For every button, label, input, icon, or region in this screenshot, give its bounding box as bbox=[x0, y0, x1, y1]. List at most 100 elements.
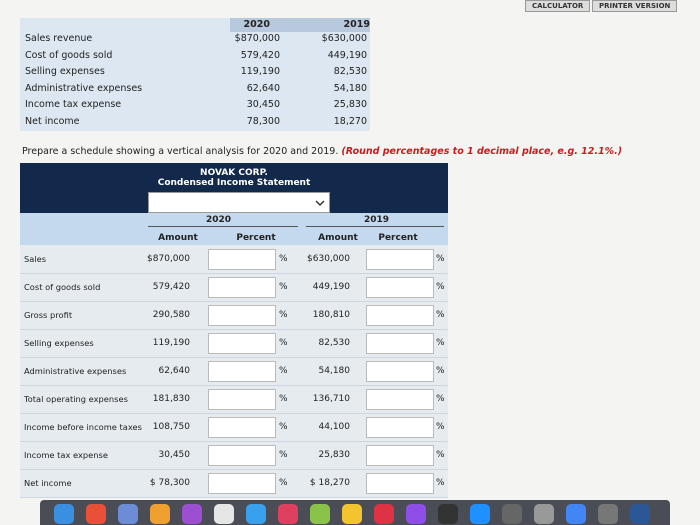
app-icon[interactable] bbox=[630, 504, 650, 524]
statement-header: NOVAK CORP. Condensed Income Statement bbox=[20, 163, 448, 213]
percent-sign: % bbox=[279, 478, 288, 488]
amount-2019: 54,180 bbox=[333, 82, 367, 94]
app-icon[interactable] bbox=[54, 504, 74, 524]
percent-2019-input[interactable] bbox=[366, 277, 434, 298]
amount-2019: 54,180 bbox=[318, 366, 351, 376]
divider bbox=[148, 226, 298, 227]
app-icon[interactable] bbox=[86, 504, 106, 524]
row-band bbox=[20, 273, 448, 302]
percent-2020-input[interactable] bbox=[208, 305, 276, 326]
instruction: Prepare a schedule showing a vertical an… bbox=[22, 146, 622, 157]
year-header: 2020 bbox=[243, 19, 270, 30]
amount-2020: $ 78,300 bbox=[149, 478, 190, 488]
percent-sign: % bbox=[279, 366, 288, 376]
percent-sign: % bbox=[279, 254, 288, 264]
dropdown[interactable] bbox=[148, 192, 330, 213]
amount-column-header: Amount bbox=[158, 233, 198, 243]
app-icon[interactable] bbox=[278, 504, 298, 524]
app-icon[interactable] bbox=[342, 504, 362, 524]
app-icon[interactable] bbox=[150, 504, 170, 524]
chevron bbox=[315, 200, 325, 207]
percent-2019-input[interactable] bbox=[366, 333, 434, 354]
percent-sign: % bbox=[279, 338, 288, 348]
row-label: Income tax expense bbox=[24, 450, 108, 460]
amount-2020: 181,830 bbox=[152, 394, 190, 404]
app-icon[interactable] bbox=[214, 504, 234, 524]
app-icon[interactable] bbox=[566, 504, 586, 524]
percent-sign: % bbox=[436, 478, 445, 488]
amount-2019: 82,530 bbox=[333, 66, 367, 77]
row-band bbox=[20, 385, 448, 414]
app-icon[interactable] bbox=[438, 504, 458, 524]
app-icon[interactable] bbox=[534, 504, 554, 524]
row-label: Administrative expenses bbox=[24, 366, 127, 376]
statement-title: Condensed Income Statement bbox=[157, 178, 311, 188]
app-icon[interactable] bbox=[246, 504, 266, 524]
app-icon[interactable] bbox=[310, 504, 330, 524]
amount-2019: 136,710 bbox=[312, 394, 350, 404]
app-icon[interactable] bbox=[470, 504, 490, 524]
percent-2019-input[interactable] bbox=[366, 417, 434, 438]
row-label: Net income bbox=[24, 478, 72, 488]
amount-2020: $870,000 bbox=[147, 254, 190, 264]
amount-2020: 119,190 bbox=[240, 66, 280, 77]
row-label: Income tax expense bbox=[25, 99, 122, 110]
percent-2020-input[interactable] bbox=[208, 361, 276, 382]
row-label: Total operating expenses bbox=[24, 394, 128, 404]
row-label: Cost of goods sold bbox=[25, 49, 113, 61]
calculator-button[interactable]: CALCULATOR bbox=[525, 0, 591, 12]
given-data: 2020 2019 Sales revenue $870,000 $630,000 Cos… bbox=[20, 18, 370, 131]
percent-sign: % bbox=[279, 422, 288, 432]
app-icon[interactable] bbox=[502, 504, 522, 524]
percent-2020-input[interactable] bbox=[208, 389, 276, 410]
printer-version-button[interactable]: PRINTER VERSION bbox=[592, 0, 678, 12]
row-band bbox=[20, 469, 448, 498]
year-2020: 2020 bbox=[206, 215, 232, 225]
percent-column-header: Percent bbox=[236, 233, 276, 243]
row-label: Sales bbox=[24, 254, 47, 264]
app-icon[interactable] bbox=[406, 504, 426, 524]
amount-2019: 180,810 bbox=[312, 310, 350, 320]
amount-2019: 25,830 bbox=[318, 450, 351, 460]
percent-2019-input[interactable] bbox=[366, 361, 434, 382]
percent-2019-input[interactable] bbox=[366, 305, 434, 326]
percent-sign: % bbox=[279, 394, 288, 404]
percent-2019-input[interactable] bbox=[366, 389, 434, 410]
app-icon[interactable] bbox=[374, 504, 394, 524]
percent-sign: % bbox=[436, 422, 445, 432]
row-label: Selling expenses bbox=[25, 66, 105, 77]
app-icon[interactable] bbox=[182, 504, 202, 524]
row-band bbox=[20, 329, 448, 358]
percent-2019-input[interactable] bbox=[366, 445, 434, 466]
percent-sign: % bbox=[279, 282, 288, 292]
amount-2020: 62,640 bbox=[158, 366, 191, 376]
column-header bbox=[20, 213, 448, 245]
percent-sign: % bbox=[436, 310, 445, 320]
percent-2020-input[interactable] bbox=[208, 473, 276, 494]
instruction-text: Prepare a schedule showing a vertical an… bbox=[22, 146, 339, 157]
divider bbox=[306, 226, 444, 227]
percent-2020-input[interactable] bbox=[208, 417, 276, 438]
percent-2019-input[interactable] bbox=[366, 473, 434, 494]
percent-sign: % bbox=[279, 450, 288, 460]
statement: NOVAK CORP. Condensed Income Statement 2… bbox=[20, 163, 448, 498]
percent-2020-input[interactable] bbox=[208, 333, 276, 354]
amount-2020: 30,450 bbox=[158, 450, 191, 460]
app-icon[interactable] bbox=[598, 504, 618, 524]
row-label: Income before income taxes bbox=[24, 422, 142, 432]
percent-column-header: Percent bbox=[378, 233, 418, 243]
percent-2020-input[interactable] bbox=[208, 249, 276, 270]
percent-2020-input[interactable] bbox=[208, 445, 276, 466]
row-label: Net income bbox=[25, 115, 80, 127]
row-band bbox=[20, 357, 448, 386]
row-band bbox=[20, 301, 448, 330]
app-icon[interactable] bbox=[118, 504, 138, 524]
percent-sign: % bbox=[436, 254, 445, 264]
amount-2019: 82,530 bbox=[318, 338, 351, 348]
company: NOVAK CORP. bbox=[200, 168, 268, 178]
amount-2019: $630,000 bbox=[307, 254, 350, 264]
percent-2019-input[interactable] bbox=[366, 249, 434, 270]
percent-sign: % bbox=[436, 366, 445, 376]
percent-2020-input[interactable] bbox=[208, 277, 276, 298]
row-band bbox=[20, 413, 448, 442]
